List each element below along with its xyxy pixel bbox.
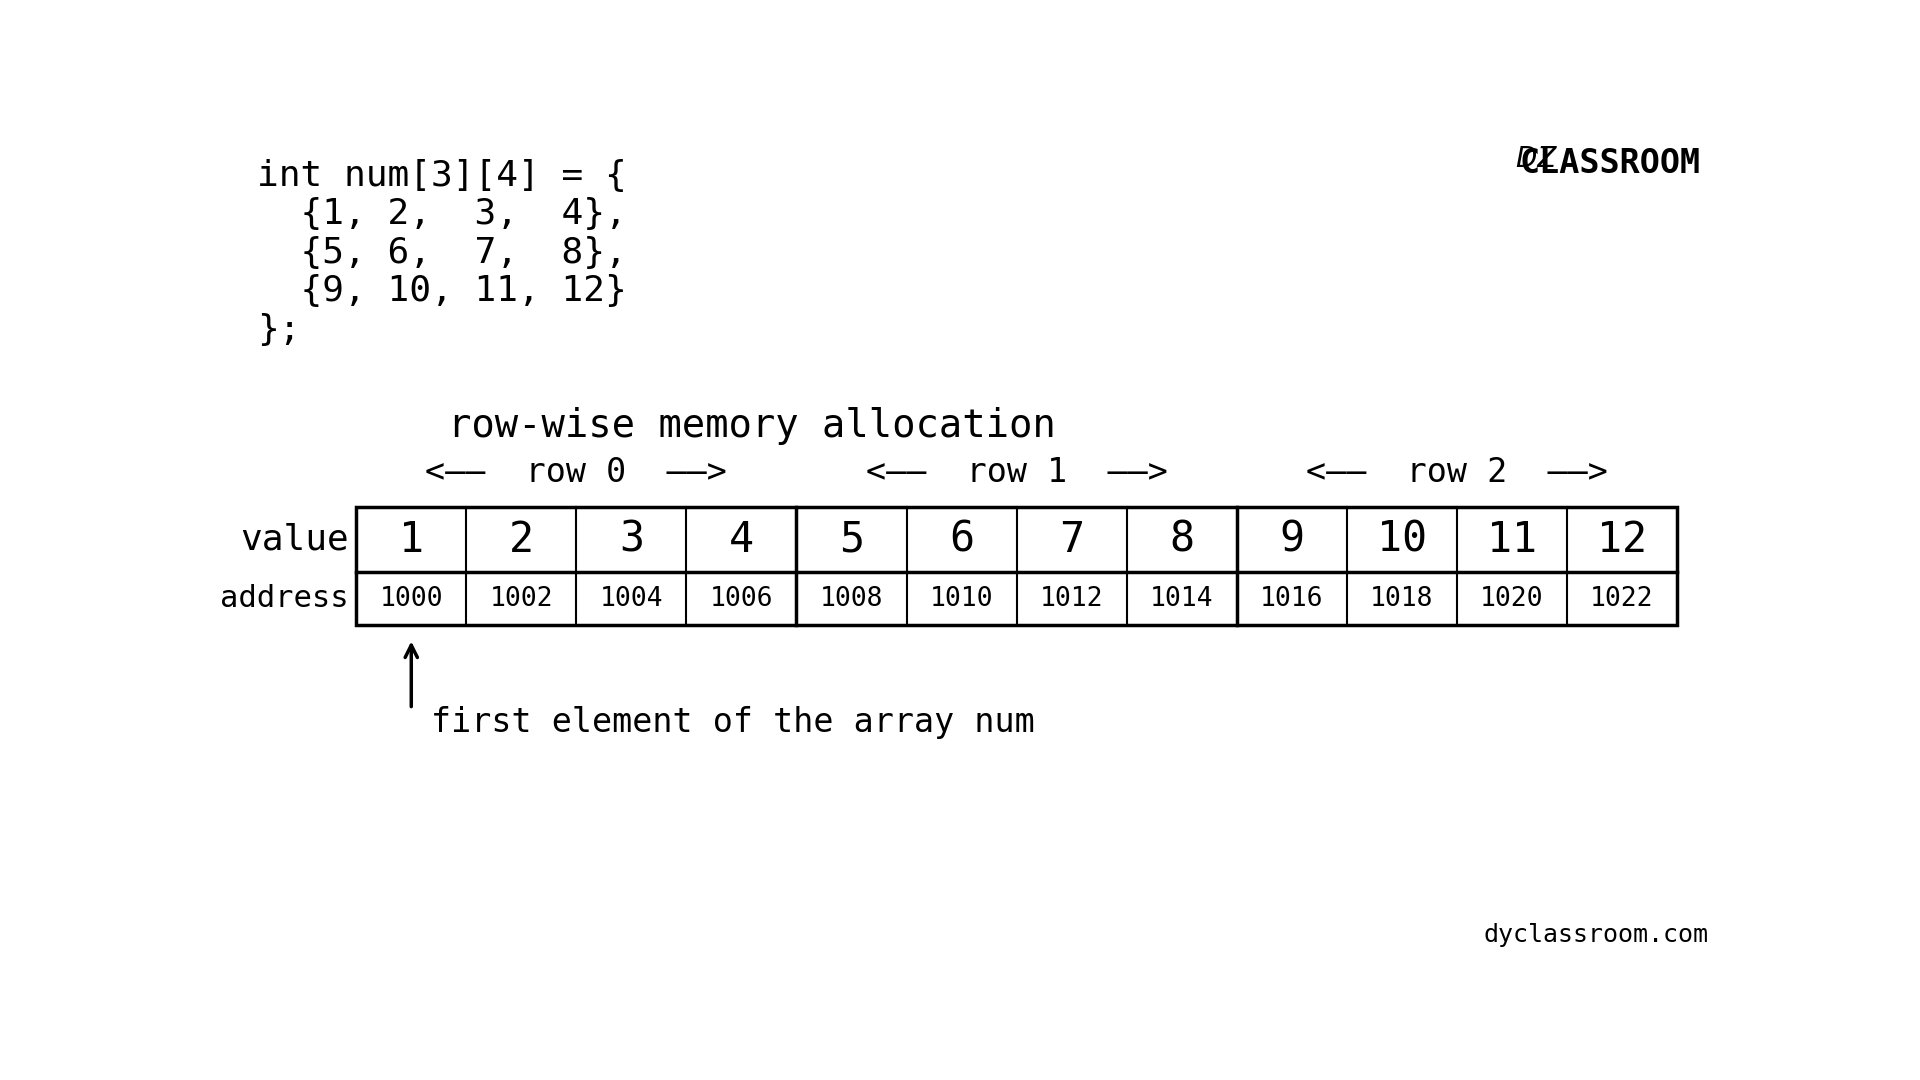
Text: {9, 10, 11, 12}: {9, 10, 11, 12} bbox=[257, 274, 626, 309]
Text: 5: 5 bbox=[839, 518, 864, 561]
Text: 1016: 1016 bbox=[1260, 585, 1323, 611]
Text: 1004: 1004 bbox=[599, 585, 662, 611]
Text: 1006: 1006 bbox=[710, 585, 774, 611]
Bar bbox=[357, 507, 1676, 624]
Text: 3: 3 bbox=[618, 518, 643, 561]
Text: 1020: 1020 bbox=[1480, 585, 1544, 611]
Text: 9: 9 bbox=[1279, 518, 1304, 561]
Text: 8: 8 bbox=[1169, 518, 1194, 561]
Text: 1022: 1022 bbox=[1590, 585, 1653, 611]
Text: row-wise memory allocation: row-wise memory allocation bbox=[447, 407, 1056, 445]
Text: <——  row 0  ——>: <—— row 0 ——> bbox=[426, 456, 728, 489]
Text: 1008: 1008 bbox=[820, 585, 883, 611]
Text: address: address bbox=[221, 584, 349, 613]
Text: CLASSROOM: CLASSROOM bbox=[1521, 147, 1701, 179]
Text: dyclassroom.com: dyclassroom.com bbox=[1484, 923, 1709, 947]
Text: 1000: 1000 bbox=[380, 585, 444, 611]
Text: 2: 2 bbox=[509, 518, 534, 561]
Text: {1, 2,  3,  4},: {1, 2, 3, 4}, bbox=[257, 198, 626, 231]
Text: 1018: 1018 bbox=[1371, 585, 1434, 611]
Text: first element of the array num: first element of the array num bbox=[430, 705, 1035, 739]
Text: 7: 7 bbox=[1060, 518, 1085, 561]
Text: value: value bbox=[240, 523, 349, 556]
Text: {5, 6,  7,  8},: {5, 6, 7, 8}, bbox=[257, 235, 626, 270]
Text: 4: 4 bbox=[730, 518, 755, 561]
Text: <——  row 1  ——>: <—— row 1 ——> bbox=[866, 456, 1167, 489]
Text: 11: 11 bbox=[1486, 518, 1536, 561]
Text: 1: 1 bbox=[399, 518, 424, 561]
Text: };: }; bbox=[257, 313, 301, 347]
Text: 10: 10 bbox=[1377, 518, 1427, 561]
Text: 1012: 1012 bbox=[1041, 585, 1104, 611]
Text: 1002: 1002 bbox=[490, 585, 553, 611]
Text: 1014: 1014 bbox=[1150, 585, 1213, 611]
Text: int num[3][4] = {: int num[3][4] = { bbox=[257, 159, 626, 193]
Text: Ǳ: Ǳ bbox=[1515, 145, 1555, 173]
Text: 6: 6 bbox=[948, 518, 973, 561]
Text: 12: 12 bbox=[1597, 518, 1647, 561]
Text: <——  row 2  ——>: <—— row 2 ——> bbox=[1306, 456, 1607, 489]
Text: 1010: 1010 bbox=[929, 585, 993, 611]
